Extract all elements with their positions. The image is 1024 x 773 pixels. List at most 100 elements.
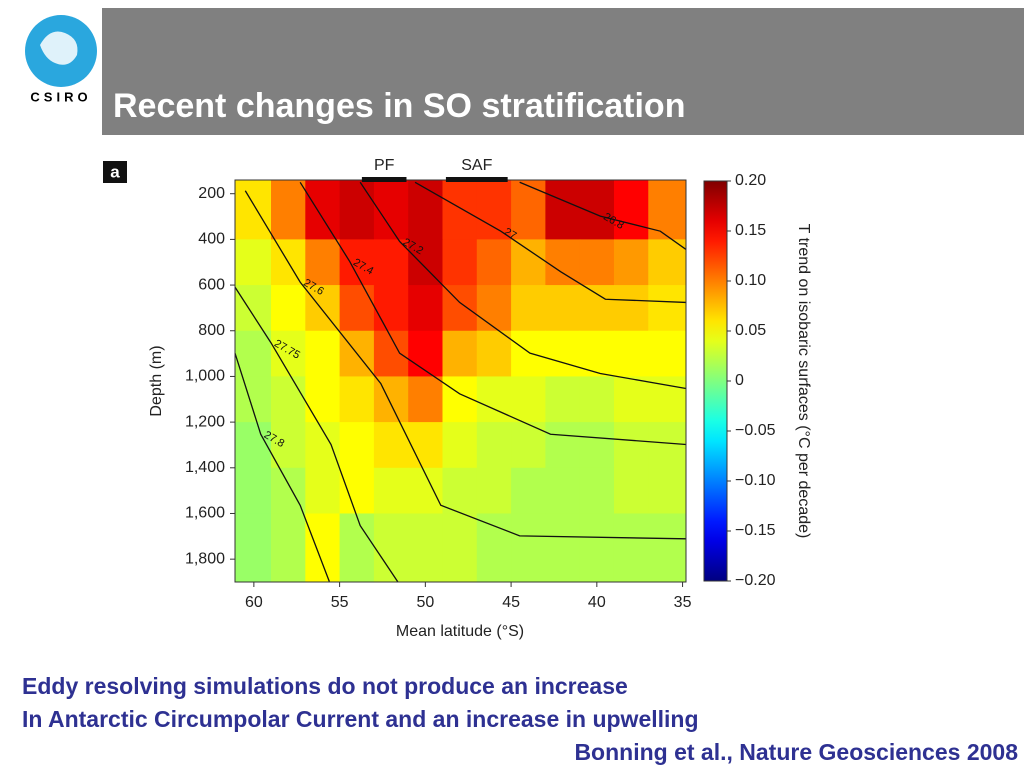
- heat-cell: [476, 422, 512, 469]
- y-tick-label: 1,200: [185, 413, 225, 430]
- heat-cell: [579, 285, 615, 332]
- colorbar-tick-label: −0.05: [735, 422, 776, 439]
- y-tick-label: 200: [198, 185, 225, 202]
- colorbar-tick-label: 0.05: [735, 322, 766, 339]
- heat-cell: [305, 422, 341, 469]
- heat-cell: [408, 285, 443, 332]
- y-tick-label: 1,600: [185, 505, 225, 522]
- heat-cell: [271, 422, 306, 469]
- logo-text: CSIRO: [30, 89, 91, 104]
- heat-cell: [579, 513, 615, 583]
- colorbar-label: T trend on isobaric surfaces (°C per dec…: [795, 224, 812, 539]
- heat-cell: [408, 330, 443, 377]
- heat-cell: [579, 376, 615, 423]
- heat-cell: [476, 376, 512, 423]
- heat-cell: [476, 513, 512, 583]
- colorbar-tick-label: −0.20: [735, 572, 776, 589]
- colorbar-tick-label: 0.10: [735, 272, 766, 289]
- heat-cell: [613, 467, 649, 514]
- heat-cell: [613, 180, 649, 240]
- heat-cell: [235, 376, 272, 423]
- heat-cell: [613, 422, 649, 469]
- heat-cell: [235, 330, 272, 377]
- heat-cell: [476, 285, 512, 332]
- heat-cell: [476, 330, 512, 377]
- heat-cell: [442, 239, 478, 286]
- colorbar: [703, 180, 728, 582]
- heat-cell: [442, 467, 478, 514]
- heat-cell: [613, 285, 649, 332]
- heat-cell: [511, 330, 546, 377]
- heat-cell: [408, 422, 443, 469]
- heat-cell: [511, 467, 546, 514]
- citation: Bonning et al., Nature Geosciences 2008: [574, 739, 1018, 765]
- heat-cell: [339, 467, 375, 514]
- heat-cell: [545, 376, 581, 423]
- x-tick-label: 40: [588, 594, 606, 611]
- heat-cell: [442, 513, 478, 583]
- contour: [519, 181, 687, 250]
- front-label: SAF: [461, 157, 492, 174]
- heat-cell: [408, 376, 443, 423]
- heat-cell: [271, 285, 306, 332]
- heat-cell: [305, 513, 341, 583]
- heat-cell: [235, 180, 272, 240]
- title: Recent changes in SO stratification: [113, 87, 685, 125]
- heat-cell: [579, 239, 615, 286]
- y-tick-label: 800: [198, 322, 225, 339]
- heat-cell: [511, 180, 546, 240]
- heat-cell: [339, 376, 375, 423]
- heat-cell: [408, 180, 443, 240]
- heat-cell: [648, 513, 687, 583]
- heat-cell: [235, 513, 272, 583]
- heat-cell: [235, 422, 272, 469]
- heat-cell: [648, 422, 687, 469]
- heat-cell: [579, 330, 615, 377]
- heat-cell: [476, 239, 512, 286]
- contour: [299, 181, 687, 446]
- panel-label-box: [103, 161, 127, 183]
- heat-cell: [442, 330, 478, 377]
- heat-cell: [545, 285, 581, 332]
- heat-cell: [648, 285, 687, 332]
- heat-cell: [305, 285, 341, 332]
- front-label: PF: [374, 157, 395, 174]
- heat-cell: [476, 467, 512, 514]
- heat-cell: [545, 239, 581, 286]
- heat-cell: [408, 513, 443, 583]
- heat-cell: [305, 467, 341, 514]
- heat-cell: [235, 285, 272, 332]
- heat-cell: [271, 376, 306, 423]
- footer-line: In Antarctic Circumpolar Current and an …: [22, 706, 699, 732]
- heat-cell: [305, 330, 341, 377]
- heat-cell: [373, 285, 409, 332]
- x-tick-label: 55: [331, 594, 349, 611]
- heat-cell: [545, 513, 581, 583]
- y-tick-label: 400: [198, 231, 225, 248]
- x-tick-label: 50: [416, 594, 434, 611]
- heat-cell: [305, 376, 341, 423]
- contour: [234, 352, 330, 582]
- contour: [244, 190, 687, 540]
- heat-cell: [271, 180, 306, 240]
- heat-cell: [305, 239, 341, 286]
- heat-cell: [442, 285, 478, 332]
- colorbar-tick-label: 0.15: [735, 222, 766, 239]
- heat-cell: [613, 376, 649, 423]
- y-tick-label: 1,400: [185, 459, 225, 476]
- heat-cell: [442, 422, 478, 469]
- heat-cell: [476, 180, 512, 240]
- x-tick-label: 35: [674, 594, 692, 611]
- heat-cell: [579, 422, 615, 469]
- x-axis-label: Mean latitude (°S): [396, 623, 524, 640]
- x-tick-label: 60: [245, 594, 263, 611]
- heat-cell: [613, 513, 649, 583]
- heat-cell: [511, 285, 546, 332]
- heat-cell: [648, 180, 687, 240]
- y-axis-label: Depth (m): [148, 345, 165, 416]
- front-bar: [361, 177, 407, 182]
- heat-cell: [545, 180, 581, 240]
- heat-cell: [511, 513, 546, 583]
- colorbar-tick-label: 0.20: [735, 172, 766, 189]
